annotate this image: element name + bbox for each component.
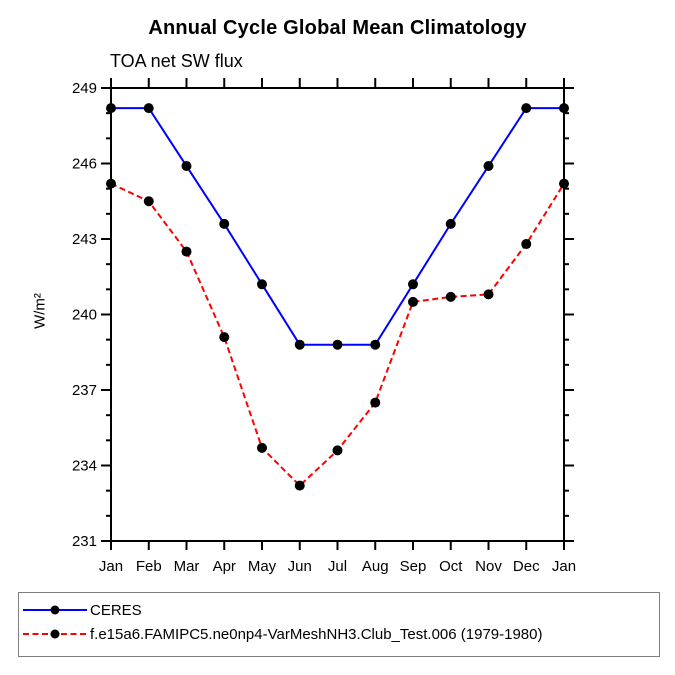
svg-text:Nov: Nov — [475, 558, 502, 575]
svg-text:240: 240 — [72, 307, 97, 324]
legend-item-model: f.e15a6.FAMIPC5.ne0np4-VarMeshNH3.Club_T… — [22, 622, 659, 646]
svg-text:Jul: Jul — [328, 558, 347, 575]
svg-text:Dec: Dec — [513, 558, 540, 575]
svg-text:Sep: Sep — [400, 558, 427, 575]
svg-text:Aug: Aug — [362, 558, 389, 575]
legend-line-sample-ceres — [23, 605, 87, 615]
legend-line-sample-model — [23, 629, 87, 639]
legend-item-ceres: CERES — [22, 598, 659, 622]
svg-text:Jun: Jun — [288, 558, 312, 575]
svg-text:243: 243 — [72, 231, 97, 248]
svg-text:Oct: Oct — [439, 558, 463, 575]
svg-text:249: 249 — [72, 80, 97, 97]
chart-title: Annual Cycle Global Mean Climatology — [148, 17, 527, 39]
svg-text:Jan: Jan — [99, 558, 123, 575]
svg-text:Feb: Feb — [136, 558, 162, 575]
svg-text:Apr: Apr — [213, 558, 236, 575]
svg-text:Jan: Jan — [552, 558, 576, 575]
chart-subtitle: TOA net SW flux — [110, 51, 243, 71]
svg-text:237: 237 — [72, 382, 97, 399]
svg-text:246: 246 — [72, 156, 97, 173]
svg-text:234: 234 — [72, 458, 97, 475]
legend-marker-dot — [50, 629, 60, 639]
svg-text:May: May — [248, 558, 277, 575]
svg-text:Mar: Mar — [174, 558, 200, 575]
legend-marker-dot — [50, 605, 60, 615]
legend-label-model: f.e15a6.FAMIPC5.ne0np4-VarMeshNH3.Club_T… — [90, 625, 543, 643]
legend: CERES f.e15a6.FAMIPC5.ne0np4-VarMeshNH3.… — [18, 592, 660, 657]
svg-text:231: 231 — [72, 533, 97, 550]
legend-label-ceres: CERES — [90, 601, 142, 619]
